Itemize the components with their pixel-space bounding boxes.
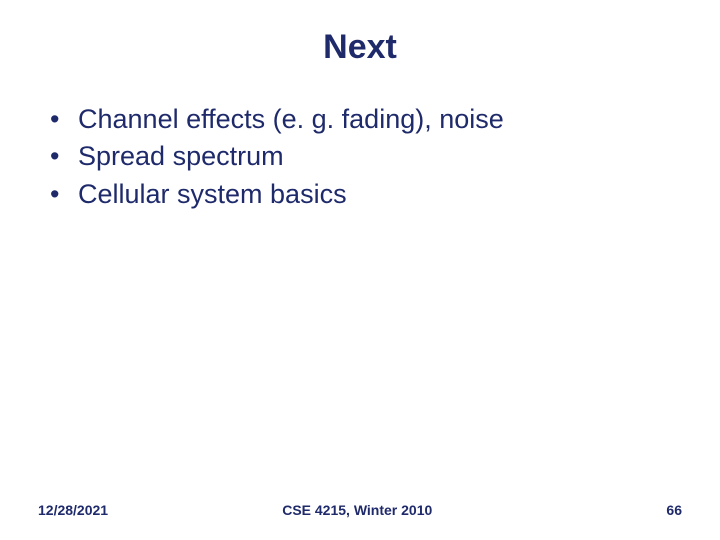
bullet-list: Channel effects (e. g. fading), noise Sp…: [38, 101, 682, 213]
footer-page-number: 66: [666, 502, 682, 518]
list-item: Cellular system basics: [50, 176, 682, 213]
slide-title: Next: [38, 28, 682, 67]
slide-footer: 12/28/2021 CSE 4215, Winter 2010 66: [0, 502, 720, 518]
list-item: Channel effects (e. g. fading), noise: [50, 101, 682, 138]
slide: Next Channel effects (e. g. fading), noi…: [0, 0, 720, 540]
footer-course: CSE 4215, Winter 2010: [48, 502, 666, 518]
list-item: Spread spectrum: [50, 138, 682, 175]
